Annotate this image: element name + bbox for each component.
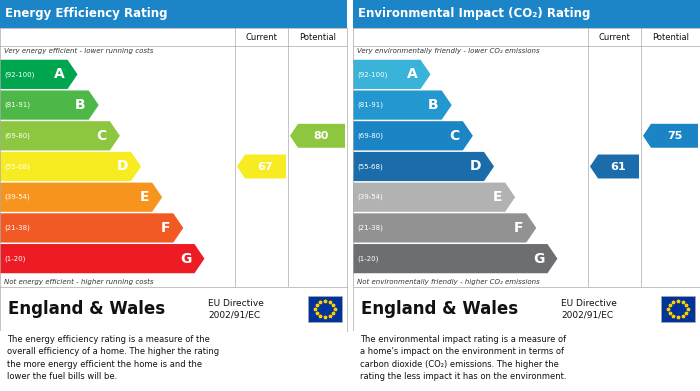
- Text: (81-91): (81-91): [4, 102, 30, 108]
- Text: G: G: [533, 252, 545, 265]
- Text: E: E: [139, 190, 149, 204]
- FancyBboxPatch shape: [308, 296, 342, 322]
- Text: C: C: [449, 129, 460, 143]
- Polygon shape: [353, 60, 430, 89]
- Polygon shape: [353, 90, 452, 120]
- Text: (1-20): (1-20): [357, 255, 379, 262]
- Text: (39-54): (39-54): [4, 194, 29, 201]
- Text: England & Wales: England & Wales: [8, 300, 165, 318]
- Text: The environmental impact rating is a measure of
a home's impact on the environme: The environmental impact rating is a mea…: [360, 335, 566, 381]
- Text: Very energy efficient - lower running costs: Very energy efficient - lower running co…: [4, 48, 153, 54]
- Polygon shape: [643, 124, 698, 148]
- Polygon shape: [353, 213, 536, 242]
- Text: (39-54): (39-54): [357, 194, 383, 201]
- Text: 61: 61: [610, 161, 626, 172]
- Text: (55-68): (55-68): [357, 163, 383, 170]
- Polygon shape: [0, 183, 162, 212]
- Text: (92-100): (92-100): [357, 71, 387, 77]
- Text: 80: 80: [314, 131, 329, 141]
- Text: (21-38): (21-38): [4, 225, 30, 231]
- Text: Potential: Potential: [299, 32, 336, 41]
- Polygon shape: [353, 152, 494, 181]
- Polygon shape: [290, 124, 345, 148]
- Polygon shape: [353, 183, 515, 212]
- FancyBboxPatch shape: [661, 296, 695, 322]
- Text: D: D: [470, 160, 481, 174]
- Text: (21-38): (21-38): [357, 225, 383, 231]
- Text: F: F: [514, 221, 524, 235]
- Text: Not environmentally friendly - higher CO₂ emissions: Not environmentally friendly - higher CO…: [357, 279, 540, 285]
- Text: C: C: [97, 129, 107, 143]
- Text: EU Directive
2002/91/EC: EU Directive 2002/91/EC: [208, 299, 264, 319]
- Text: F: F: [161, 221, 170, 235]
- Text: B: B: [75, 98, 85, 112]
- Text: Not energy efficient - higher running costs: Not energy efficient - higher running co…: [4, 279, 153, 285]
- Polygon shape: [0, 121, 120, 151]
- Text: D: D: [116, 160, 128, 174]
- Text: Very environmentally friendly - lower CO₂ emissions: Very environmentally friendly - lower CO…: [357, 48, 540, 54]
- Text: (92-100): (92-100): [4, 71, 34, 77]
- Text: The energy efficiency rating is a measure of the
overall efficiency of a home. T: The energy efficiency rating is a measur…: [7, 335, 219, 381]
- Polygon shape: [590, 154, 639, 178]
- Text: 67: 67: [258, 161, 273, 172]
- Text: Energy Efficiency Rating: Energy Efficiency Rating: [5, 7, 168, 20]
- Polygon shape: [237, 154, 286, 178]
- Text: Current: Current: [246, 32, 277, 41]
- Text: (1-20): (1-20): [4, 255, 25, 262]
- Text: Potential: Potential: [652, 32, 689, 41]
- Text: (55-68): (55-68): [4, 163, 29, 170]
- Text: England & Wales: England & Wales: [361, 300, 518, 318]
- Text: 75: 75: [667, 131, 682, 141]
- Text: (81-91): (81-91): [357, 102, 383, 108]
- Text: B: B: [428, 98, 439, 112]
- Text: Current: Current: [598, 32, 631, 41]
- Polygon shape: [0, 90, 99, 120]
- Text: (69-80): (69-80): [4, 133, 30, 139]
- Text: A: A: [407, 67, 418, 81]
- Polygon shape: [0, 152, 141, 181]
- Text: G: G: [180, 252, 191, 265]
- Polygon shape: [0, 244, 204, 273]
- Polygon shape: [0, 60, 78, 89]
- Text: Environmental Impact (CO₂) Rating: Environmental Impact (CO₂) Rating: [358, 7, 591, 20]
- Text: (69-80): (69-80): [357, 133, 383, 139]
- Text: E: E: [493, 190, 502, 204]
- Polygon shape: [353, 244, 557, 273]
- Text: A: A: [54, 67, 64, 81]
- Polygon shape: [0, 213, 183, 242]
- Text: EU Directive
2002/91/EC: EU Directive 2002/91/EC: [561, 299, 617, 319]
- Polygon shape: [353, 121, 473, 151]
